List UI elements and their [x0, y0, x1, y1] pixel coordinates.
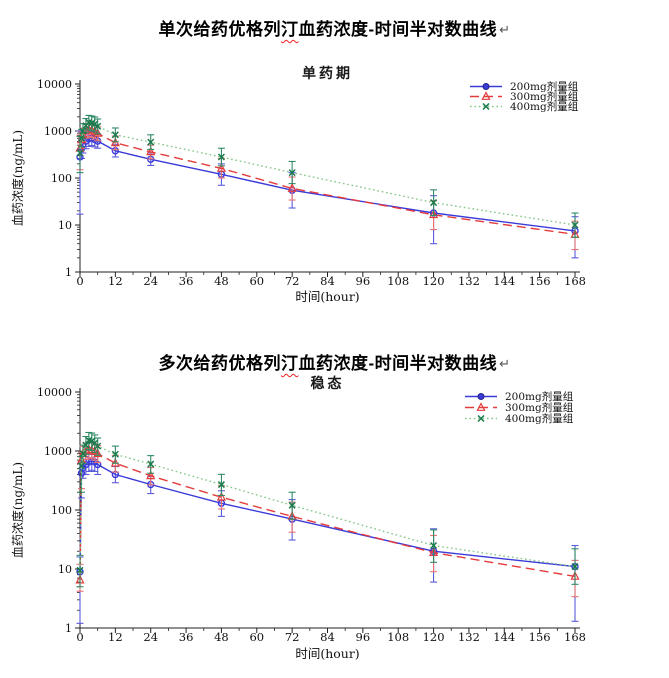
chart-steady-state: 1 10 100 1000 10000 0 12 24 36 48 60 72 84 96 108 120 13… — [10, 375, 586, 661]
legend-item-400mg: 400mg剂量组 — [465, 412, 574, 425]
x-tick-label: 72 — [285, 274, 300, 288]
x-tick-label: 120 — [423, 274, 445, 288]
doc-title-multiple-dose: 多次给药优格列汀血药浓度-时间半对数曲线 ↵ — [0, 349, 669, 374]
y-tick-label: 100 — [51, 172, 72, 185]
y-tick-label: 10000 — [37, 386, 72, 399]
y-tick-label: 1 — [65, 266, 72, 279]
x-tick-label: 12 — [108, 274, 123, 288]
x-tick-label: 84 — [320, 274, 335, 288]
x-axis-ticks: 0 12 24 36 48 60 72 84 96 108 120 132 144 156 168 — [76, 272, 586, 288]
x-axis-title: 时间(hour) — [295, 646, 359, 661]
y-tick-label: 10 — [58, 563, 72, 576]
x-tick-label: 168 — [564, 630, 586, 644]
y-tick-label: 1000 — [44, 125, 72, 138]
legend-label: 300mg剂量组 — [505, 401, 574, 414]
x-tick-label: 72 — [285, 630, 300, 644]
x-tick-label: 24 — [143, 274, 158, 288]
spellcheck-squiggle: 汀 — [280, 20, 299, 39]
axes — [79, 80, 580, 273]
y-tick-label: 10 — [58, 219, 72, 232]
x-tick-label: 96 — [356, 630, 371, 644]
x-axis-title: 时间(hour) — [295, 289, 359, 304]
chart-title: 稳态 — [311, 375, 345, 392]
chart-single-dose: 1 10 100 1000 10000 0 12 24 36 48 60 72 84 96 108 120 13… — [10, 65, 586, 304]
legend-label: 400mg剂量组 — [505, 412, 574, 425]
series-400mg — [76, 431, 579, 588]
x-tick-label: 0 — [76, 274, 83, 288]
legend-label: 400mg剂量组 — [510, 100, 579, 113]
x-tick-label: 36 — [179, 630, 194, 644]
x-tick-label: 108 — [387, 274, 409, 288]
series-line-300mg — [79, 129, 576, 236]
x-tick-label: 132 — [458, 630, 480, 644]
spellcheck-squiggle: 汀 — [280, 354, 299, 373]
x-tick-label: 84 — [320, 630, 335, 644]
x-tick-label: 120 — [423, 630, 445, 644]
paragraph-return-mark: ↵ — [499, 22, 511, 37]
series-markers-400mg — [76, 436, 579, 574]
series-line-400mg — [79, 439, 576, 571]
legend-item-300mg: 300mg剂量组 — [470, 90, 579, 103]
x-tick-label: 0 — [76, 630, 83, 644]
x-tick-label: 96 — [356, 274, 371, 288]
x-tick-label: 132 — [458, 274, 480, 288]
legend-item-300mg: 300mg剂量组 — [465, 401, 574, 414]
y-tick-label: 10000 — [37, 78, 72, 91]
x-tick-label: 156 — [529, 274, 551, 288]
series-line-300mg — [79, 448, 576, 581]
paragraph-return-mark: ↵ — [499, 356, 511, 371]
y-tick-label: 1000 — [44, 445, 72, 458]
y-axis-ticks: 1 10 100 1000 10000 — [37, 386, 80, 635]
y-axis-ticks: 1 10 100 1000 10000 — [37, 78, 80, 279]
series-400mg — [76, 114, 579, 238]
y-tick-label: 1 — [65, 622, 72, 635]
title-text: 单次给药优格列 — [158, 20, 281, 39]
y-axis-title: 血药浓度(ng/mL) — [10, 130, 25, 226]
error-bars-400mg — [76, 114, 579, 238]
x-tick-label: 108 — [387, 630, 409, 644]
series-markers-400mg — [76, 118, 579, 229]
legend-label: 300mg剂量组 — [510, 90, 579, 103]
title-text: 血药浓度-时间半对数曲线 — [298, 20, 498, 39]
x-tick-label: 12 — [108, 630, 123, 644]
x-axis-ticks: 0 12 24 36 48 60 72 84 96 108 120 132 144 156 168 — [76, 628, 586, 644]
x-tick-label: 168 — [564, 274, 586, 288]
x-tick-label: 48 — [214, 274, 229, 288]
legend-item-200mg: 200mg剂量组 — [465, 390, 574, 403]
chart-title: 单药期 — [302, 65, 353, 82]
x-tick-label: 60 — [249, 630, 264, 644]
legend-item-400mg: 400mg剂量组 — [470, 100, 579, 113]
series-line-400mg — [79, 121, 576, 226]
title-text: 多次给药优格列 — [158, 354, 281, 373]
legend-item-200mg: 200mg剂量组 — [470, 80, 579, 93]
x-tick-label: 144 — [493, 630, 515, 644]
x-tick-label: 144 — [493, 274, 515, 288]
x-tick-label: 36 — [179, 274, 194, 288]
legend-label: 200mg剂量组 — [510, 80, 579, 93]
x-tick-label: 48 — [214, 630, 229, 644]
x-tick-label: 60 — [249, 274, 264, 288]
x-tick-label: 24 — [143, 630, 158, 644]
legend-label: 200mg剂量组 — [505, 390, 574, 403]
title-text: 血药浓度-时间半对数曲线 — [298, 354, 498, 373]
y-tick-label: 100 — [51, 504, 72, 517]
x-tick-label: 156 — [529, 630, 551, 644]
y-axis-title: 血药浓度(ng/mL) — [10, 462, 25, 558]
doc-title-single-dose: 单次给药优格列汀血药浓度-时间半对数曲线 ↵ — [0, 15, 669, 40]
